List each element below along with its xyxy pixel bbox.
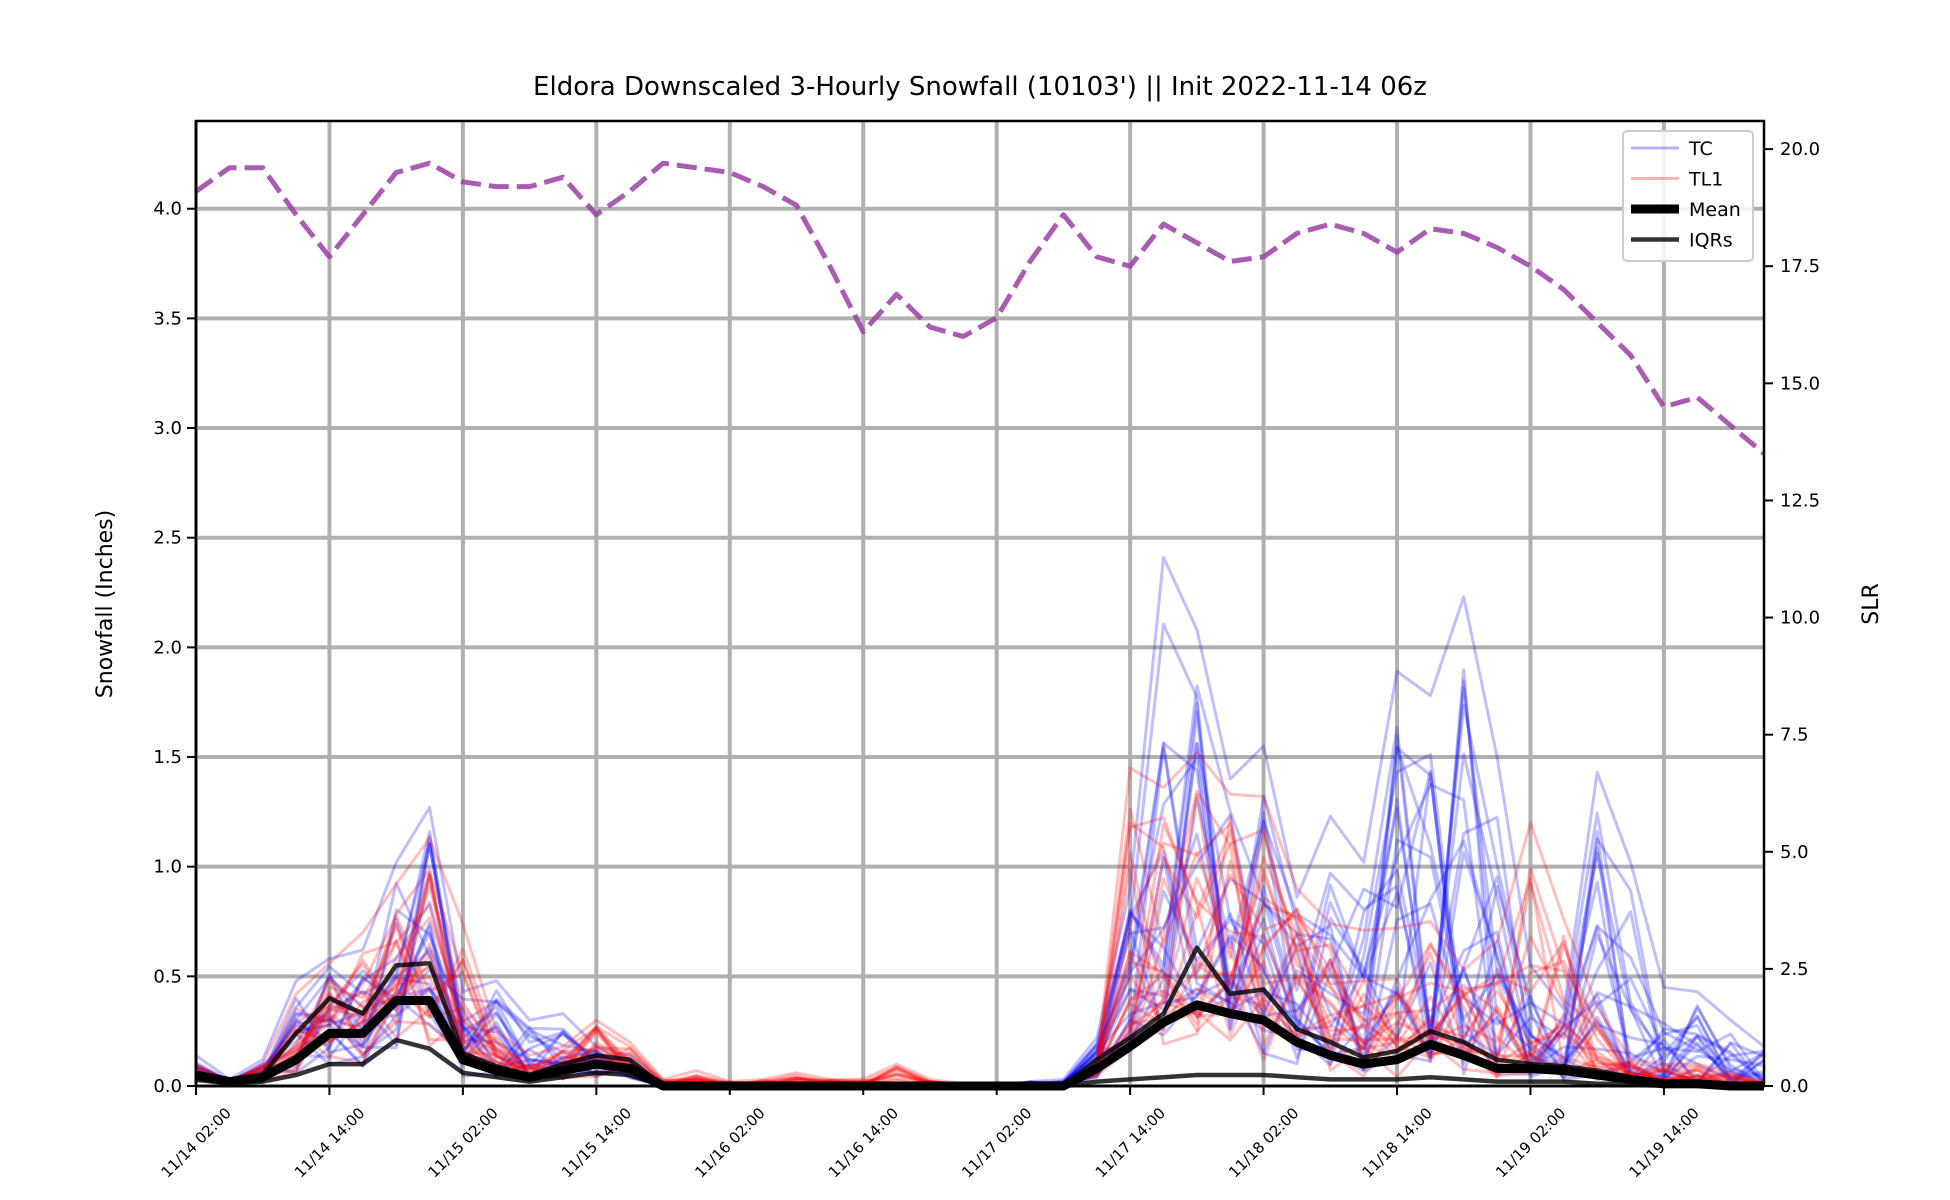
legend-label: TC [1688,138,1713,160]
y-tick-label: 3.5 [153,308,182,329]
chart-title: Eldora Downscaled 3-Hourly Snowfall (101… [533,72,1427,102]
y-tick-label: 4.0 [153,199,182,220]
legend-box [1622,130,1754,262]
y2-tick-label: 5.0 [1780,842,1809,863]
slr-line [194,160,1766,456]
legend-label: TL1 [1688,169,1723,191]
y2-tick-label: 7.5 [1780,725,1809,746]
y-tick-label: 2.5 [153,528,182,549]
y2-tick-label: 10.0 [1780,608,1820,629]
y-tick-label: 3.0 [153,418,182,439]
y-tick-label: 1.5 [153,747,182,768]
y2-tick-label: 15.0 [1780,373,1820,394]
slr-line-group [194,160,1766,456]
legend: TC TL1 Mean IQRs [1622,130,1754,262]
y2-tick-label: 2.5 [1780,959,1809,980]
y-tick-label: 1.0 [153,857,182,878]
y2-tick-label: 17.5 [1780,256,1820,277]
y2-tick-label: 0.0 [1780,1076,1809,1097]
y-tick-label: 0.5 [153,966,182,987]
y-tick-label: 2.0 [153,637,182,658]
plot-frame [194,119,1766,1088]
y2-tick-label: 20.0 [1780,139,1820,160]
y2-axis-label: SLR [1859,583,1884,625]
y-axis-label: Snowfall (Inches) [93,510,118,698]
legend-label: Mean [1689,199,1741,221]
legend-label: IQRs [1689,230,1733,252]
y2-tick-label: 12.5 [1780,490,1820,511]
y-tick-label: 0.0 [153,1076,182,1097]
